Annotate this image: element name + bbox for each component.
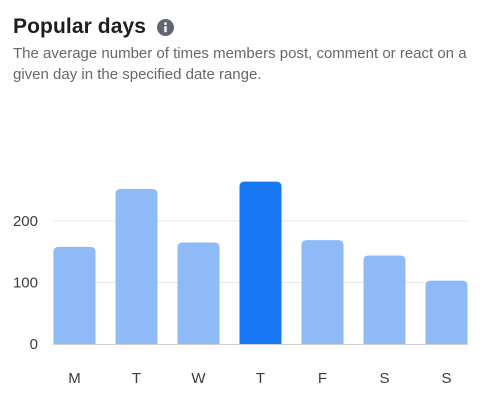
card-title: Popular days xyxy=(13,15,147,38)
info-icon[interactable] xyxy=(157,18,175,36)
card-subtitle: The average number of times members post… xyxy=(13,45,467,83)
card-header: Popular days The average number of times… xyxy=(13,14,483,85)
bar-2 xyxy=(177,242,220,344)
title-row: Popular days xyxy=(13,14,483,40)
x-tick-label: F xyxy=(318,370,327,387)
bar-1 xyxy=(115,189,158,344)
x-tick-label: T xyxy=(256,370,265,387)
bar-5 xyxy=(363,255,406,344)
bar-3 xyxy=(239,181,282,344)
bar-0 xyxy=(53,246,96,344)
x-tick-label: S xyxy=(379,370,389,387)
y-tick-label: 200 xyxy=(13,213,38,230)
y-tick-label: 0 xyxy=(30,336,38,353)
info-glyph xyxy=(164,21,167,32)
bar-4 xyxy=(301,240,344,344)
x-tick-label: M xyxy=(68,370,81,387)
bar-6 xyxy=(425,280,468,344)
x-tick-label: T xyxy=(132,370,141,387)
x-tick-label: S xyxy=(441,370,451,387)
x-tick-label: W xyxy=(191,370,206,387)
y-tick-label: 100 xyxy=(13,275,38,292)
